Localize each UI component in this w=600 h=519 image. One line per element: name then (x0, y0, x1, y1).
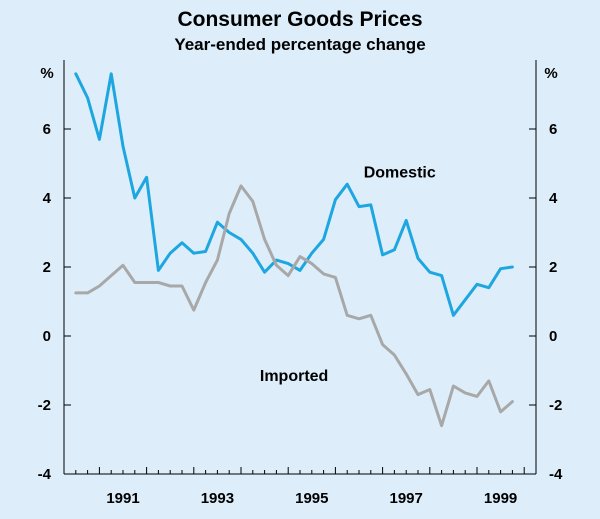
x-tick-label: 1995 (295, 490, 328, 507)
y-tick-label-right: 6 (549, 121, 557, 138)
y-tick-label-left: 6 (43, 121, 51, 138)
y-tick-label-right: 2 (549, 259, 557, 276)
y-tick-label-left: -2 (38, 397, 51, 414)
y-unit-right: % (544, 65, 557, 82)
y-tick-label-left: 2 (43, 259, 51, 276)
y-tick-label-right: 4 (549, 190, 558, 207)
x-tick-label: 1997 (390, 490, 423, 507)
x-tick-label: 1993 (201, 490, 234, 507)
y-tick-label-right: -2 (549, 397, 562, 414)
x-tick-label: 1991 (106, 490, 139, 507)
series-line-imported (74, 184, 514, 428)
y-tick-label-right: 0 (549, 328, 557, 345)
x-tick-label: 1999 (484, 490, 517, 507)
y-tick-label-left: 4 (43, 190, 52, 207)
chart-title: Consumer Goods Prices (177, 8, 422, 31)
y-unit-left: % (40, 65, 53, 82)
series-label-domestic: Domestic (364, 164, 436, 181)
series-label-imported: Imported (260, 368, 328, 385)
y-tick-label-right: -4 (549, 466, 563, 483)
plot-area: -4 -4 -2 -2 0 0 2 2 4 4 6 6 1991 1993 1995 1997 1999 Dome… (38, 60, 563, 507)
y-tick-label-left: -4 (38, 466, 52, 483)
y-tick-label-left: 0 (43, 328, 51, 345)
series-line-domestic (74, 72, 514, 317)
chart-subtitle: Year-ended percentage change (174, 35, 425, 54)
